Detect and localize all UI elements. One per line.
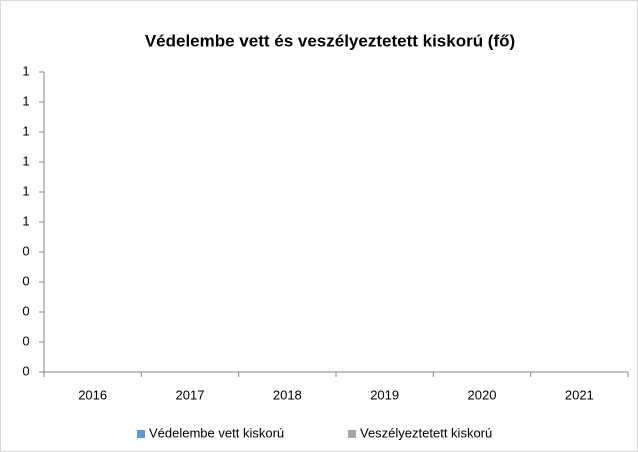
x-tick-label: 2021 xyxy=(565,387,594,402)
legend-swatch xyxy=(348,430,356,438)
legend-label: Veszélyeztetett kiskorú xyxy=(360,425,492,440)
legend-label: Védelembe vett kiskorú xyxy=(149,425,284,440)
x-tick-label: 2020 xyxy=(468,387,497,402)
y-tick-label: 0 xyxy=(22,363,29,378)
x-tick-label: 2019 xyxy=(370,387,399,402)
x-tick-label: 2018 xyxy=(273,387,302,402)
y-tick-label: 1 xyxy=(22,153,29,168)
x-tick-label: 2016 xyxy=(78,387,107,402)
chart-title: Védelembe vett és veszélyeztetett kiskor… xyxy=(145,31,515,50)
y-tick-label: 1 xyxy=(22,93,29,108)
y-tick-label: 0 xyxy=(22,333,29,348)
y-tick-label: 0 xyxy=(22,273,29,288)
y-tick-label: 1 xyxy=(22,123,29,138)
y-tick-label: 0 xyxy=(22,303,29,318)
x-tick-label: 2017 xyxy=(176,387,205,402)
legend-swatch xyxy=(137,430,145,438)
y-tick-label: 1 xyxy=(22,183,29,198)
y-tick-label: 1 xyxy=(22,213,29,228)
y-tick-label: 1 xyxy=(22,63,29,78)
y-tick-label: 0 xyxy=(22,243,29,258)
